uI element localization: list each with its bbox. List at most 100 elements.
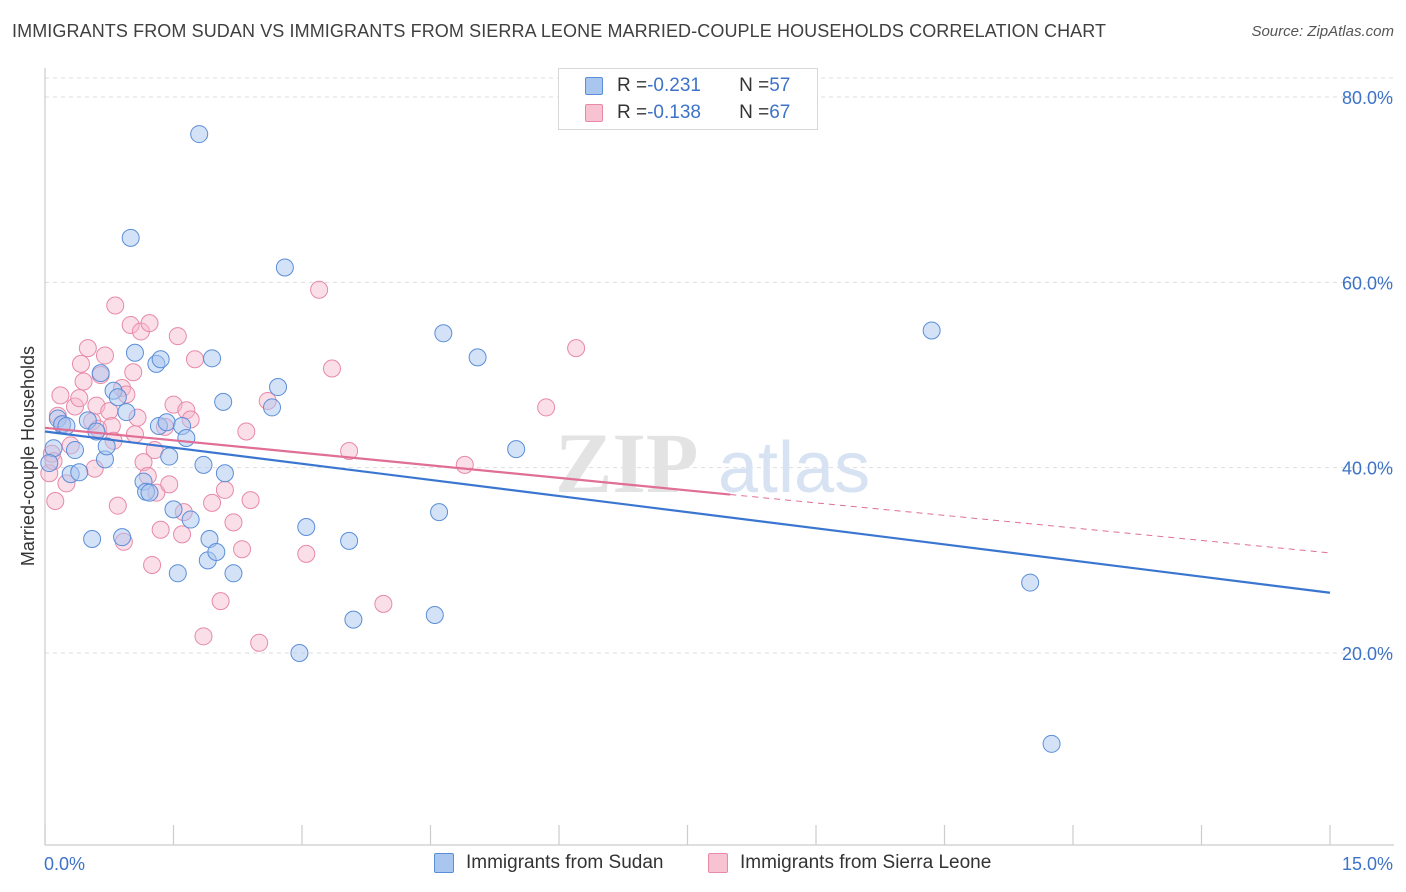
sudan-point xyxy=(57,416,76,435)
sierra-leone-point xyxy=(340,441,359,460)
sudan-point xyxy=(91,364,110,383)
sierra-leone-point xyxy=(194,627,213,646)
sudan-point xyxy=(117,403,136,422)
sudan-point xyxy=(1021,573,1040,592)
sierra-leone-point xyxy=(224,513,243,532)
sudan-point xyxy=(344,610,363,629)
sierra-leone-point xyxy=(374,594,393,613)
sudan-point xyxy=(434,324,453,343)
sudan-point xyxy=(168,564,187,583)
sudan-point xyxy=(215,464,234,483)
sierra-leone-point xyxy=(567,339,586,358)
sierra-leone-points xyxy=(40,280,586,652)
sierra-leone-point xyxy=(211,592,230,611)
x-tick-label-min: 0.0% xyxy=(44,854,85,874)
sudan-point xyxy=(430,503,449,522)
sudan-point xyxy=(263,398,282,417)
sudan-point xyxy=(40,454,59,473)
sierra-leone-point xyxy=(106,296,125,315)
sudan-point xyxy=(922,321,941,340)
chart-source: Source: ZipAtlas.com xyxy=(1251,23,1394,40)
sudan-point xyxy=(194,455,213,474)
sierra-leone-point xyxy=(74,372,93,391)
sierra-leone-trend-line xyxy=(44,426,731,496)
sudan-point xyxy=(207,542,226,561)
sierra-leone-point xyxy=(185,350,204,369)
sudan-point xyxy=(97,437,116,456)
sierra-leone-point xyxy=(51,386,70,405)
legend-n-label: N = xyxy=(739,75,770,96)
legend-row-sierra: R = -0.138 N = 67 xyxy=(585,101,790,125)
sierra-leone-point xyxy=(310,280,329,299)
legend-item-sierra[interactable]: Immigrants from Sierra Leone xyxy=(708,852,991,874)
sierra-leone-point xyxy=(95,346,114,365)
sierra-leone-point xyxy=(78,339,97,358)
sudan-point xyxy=(340,531,359,550)
sierra-leone-point xyxy=(46,492,65,511)
sierra-leone-point xyxy=(297,544,316,563)
sudan-point xyxy=(1042,734,1061,753)
legend-swatch-sierra xyxy=(585,104,603,122)
y-tick-label: 40.0% xyxy=(1342,459,1393,479)
sudan-point xyxy=(108,388,127,407)
sudan-point xyxy=(83,530,102,549)
sudan-point xyxy=(224,564,243,583)
sierra-leone-trend-extension xyxy=(730,494,1331,554)
sudan-point xyxy=(290,644,309,662)
sierra-leone-point xyxy=(121,315,140,334)
sudan-point xyxy=(269,378,288,397)
sudan-points xyxy=(40,125,1061,753)
sudan-trend-line xyxy=(44,430,1331,594)
watermark-zip: ZIP xyxy=(555,415,698,511)
legend-r-value-sierra: -0.138 xyxy=(647,102,701,123)
legend-swatch-sudan xyxy=(434,853,454,873)
sudan-point xyxy=(275,258,294,277)
sierra-leone-point xyxy=(173,525,192,544)
y-tick-label: 80.0% xyxy=(1342,88,1393,108)
tick-labels: 20.0% 40.0% 60.0% 80.0% 0.0% 15.0% xyxy=(44,88,1393,874)
legend-r-label: R = xyxy=(617,75,648,96)
legend-label-sudan: Immigrants from Sudan xyxy=(466,852,664,873)
sierra-leone-point xyxy=(70,389,89,408)
sierra-leone-point xyxy=(203,493,222,512)
sierra-leone-point xyxy=(65,397,84,416)
sudan-point xyxy=(468,348,487,367)
series-legend: Immigrants from Sudan Immigrants from Si… xyxy=(0,852,1406,878)
sierra-leone-point xyxy=(322,359,341,378)
sierra-leone-point xyxy=(125,425,144,444)
sudan-point xyxy=(65,441,84,460)
sudan-point xyxy=(140,483,159,502)
sierra-leone-point xyxy=(455,455,474,474)
sudan-point xyxy=(44,439,63,458)
sierra-leone-point xyxy=(168,327,187,346)
legend-row-sudan: R = -0.231 N = 57 xyxy=(585,74,790,98)
sierra-leone-point xyxy=(140,314,159,333)
sierra-leone-point xyxy=(124,363,143,382)
sudan-point xyxy=(203,349,222,368)
legend-n-value-sierra: 67 xyxy=(769,102,791,123)
y-axis-title: Married-couple Households xyxy=(18,346,38,566)
sierra-leone-point xyxy=(160,475,179,494)
sierra-leone-point xyxy=(151,520,170,539)
sierra-leone-point xyxy=(215,480,234,499)
sierra-leone-point xyxy=(241,491,260,510)
sudan-point xyxy=(160,447,179,466)
sierra-leone-point xyxy=(250,633,269,652)
legend-swatch-sudan xyxy=(585,77,603,95)
chart-title: IMMIGRANTS FROM SUDAN VS IMMIGRANTS FROM… xyxy=(12,21,1107,41)
sierra-leone-point xyxy=(237,422,256,441)
x-tick-label-max: 15.0% xyxy=(1342,854,1393,874)
legend-swatch-sierra xyxy=(708,853,728,873)
sudan-point xyxy=(214,392,233,411)
sudan-point xyxy=(507,440,526,459)
sudan-point xyxy=(190,125,209,144)
sierra-leone-point xyxy=(233,540,252,559)
sudan-point xyxy=(113,528,132,547)
sudan-point xyxy=(297,517,316,536)
axes xyxy=(44,68,1394,846)
sudan-point xyxy=(425,606,444,625)
sudan-point xyxy=(157,413,176,432)
sierra-leone-point xyxy=(108,496,127,515)
legend-item-sudan[interactable]: Immigrants from Sudan xyxy=(434,852,663,874)
